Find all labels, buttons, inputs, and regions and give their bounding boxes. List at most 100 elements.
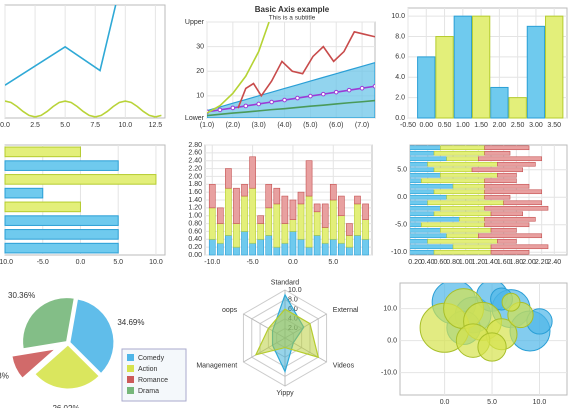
x-tick-label: 0.0 — [0, 122, 10, 129]
x-tick-label: 7.5 — [90, 122, 100, 129]
bar-segment — [490, 227, 517, 233]
x-tick-label: 1.50 — [474, 122, 488, 129]
y-tick-label: 2.60 — [188, 150, 202, 157]
legend-swatch — [127, 354, 134, 361]
bar-segment — [313, 211, 321, 236]
bar-segment — [241, 183, 248, 197]
y-tick-label: Upper — [185, 19, 205, 26]
r-tick-label: 8.0 — [288, 296, 298, 303]
marker — [217, 107, 223, 113]
bar-segment — [297, 203, 305, 240]
bar-segment — [490, 244, 549, 250]
axis-label: External — [333, 307, 359, 314]
bar-segment — [440, 205, 486, 211]
bar-segment — [329, 238, 337, 256]
axis-label: Videos — [333, 362, 355, 369]
y-tick-label: 30 — [196, 43, 204, 50]
bar-segment — [249, 187, 256, 244]
bar — [4, 229, 119, 240]
bar-segment — [305, 195, 313, 248]
y-tick-label: 0.40 — [188, 236, 202, 243]
bar-segment — [484, 183, 530, 189]
line — [5, 5, 117, 86]
x-tick-label: 2.5 — [30, 122, 40, 129]
pie-slice — [22, 297, 75, 350]
bar-segment — [346, 246, 353, 256]
x-tick-label: 3.00 — [529, 122, 543, 129]
bar-segment — [421, 178, 486, 184]
bar-segment — [440, 172, 498, 178]
x-tick-label: 1.00 — [456, 122, 470, 129]
marker — [359, 85, 365, 91]
plot-group — [207, 22, 375, 118]
bar — [4, 187, 44, 199]
bar-segment — [410, 244, 454, 250]
marker — [321, 91, 326, 97]
bar-segment — [410, 216, 460, 222]
bar — [4, 146, 81, 158]
bar-segment — [249, 156, 256, 189]
bar — [4, 174, 157, 185]
marker — [333, 89, 339, 95]
y-tick-label: 1.80 — [188, 181, 202, 188]
x-tick-label: -5.0 — [37, 259, 49, 266]
bar-segment — [354, 235, 361, 256]
y-tick-label: 4.0 — [395, 74, 405, 81]
bar — [435, 36, 454, 119]
bar-segment — [484, 216, 536, 222]
bar-segment — [241, 195, 248, 232]
y-tick-label: 2.0 — [395, 94, 405, 101]
line — [207, 99, 375, 117]
bar-segment — [208, 238, 216, 256]
bar-segment — [329, 183, 337, 201]
plot-group — [419, 283, 553, 362]
bar-segment — [433, 167, 473, 173]
bar-segment — [427, 238, 498, 244]
bar-segment — [427, 161, 498, 167]
bar-segment — [265, 183, 273, 209]
bar-segment — [362, 219, 369, 240]
legend-swatch — [127, 365, 134, 372]
bar-segment — [249, 242, 256, 256]
y-tick-label: -10.0 — [381, 369, 397, 376]
x-tick-label: 0.50 — [438, 122, 452, 129]
marker — [269, 99, 274, 105]
bar-segment — [433, 189, 486, 195]
marker — [372, 83, 375, 89]
bar-segment — [289, 231, 297, 256]
bar-segment — [410, 156, 448, 162]
bar-segment — [410, 227, 441, 233]
x-tick-label: (1.0) — [200, 122, 214, 129]
y-tick-label: 0.80 — [188, 220, 202, 227]
pie-slice — [34, 344, 100, 390]
legend-label: Action — [138, 366, 158, 373]
r-tick-label: 10.0 — [288, 287, 302, 294]
line — [207, 22, 270, 114]
y-tick-label: 0.0 — [397, 194, 407, 201]
bar-segment — [321, 203, 329, 228]
bar-segment — [484, 178, 517, 184]
bubble — [477, 332, 507, 362]
bar-segment — [452, 183, 486, 189]
bar-segment — [313, 235, 321, 256]
bar — [4, 160, 119, 171]
y-tick-label: -5.0 — [395, 222, 407, 229]
line — [237, 30, 375, 109]
bar-segment — [281, 242, 289, 256]
legend-swatch — [127, 376, 134, 383]
x-tick-label: 2.00 — [493, 122, 507, 129]
axis-label: Standard — [271, 280, 300, 287]
pie-slice — [11, 348, 57, 379]
axis-label: oops — [222, 307, 238, 314]
bar-segment — [257, 215, 264, 224]
bubble — [501, 292, 521, 312]
x-tick-label: -10.0 — [0, 259, 13, 266]
bar-segment — [410, 178, 422, 184]
bar-segment — [225, 168, 232, 189]
bar-segment — [321, 227, 329, 244]
x-tick-label: (6.0) — [329, 122, 343, 129]
bar-segment — [484, 145, 530, 151]
bar-segment — [497, 161, 536, 167]
